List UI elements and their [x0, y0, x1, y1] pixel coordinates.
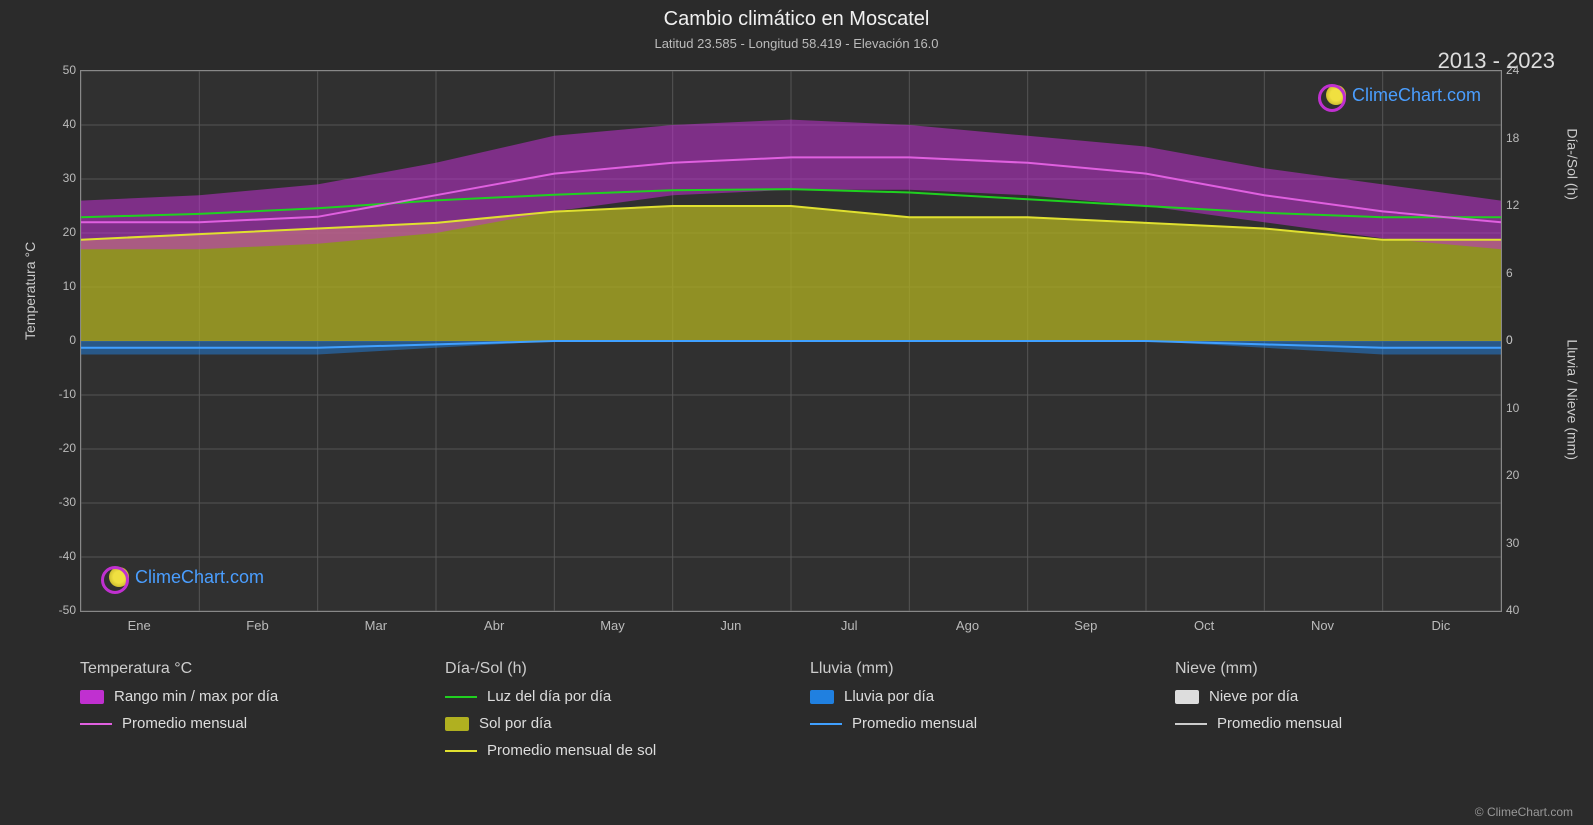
x-month-label: Dic [1431, 618, 1450, 633]
legend-col-rain: Lluvia (mm) Lluvia por día Promedio mensu… [810, 660, 1135, 769]
legend-item: Promedio mensual [1175, 715, 1500, 732]
watermark-bottom: ClimeChart.com [101, 563, 264, 591]
y2-bot-tick: 20 [1506, 468, 1519, 482]
legend-head: Lluvia (mm) [810, 660, 1135, 678]
legend-item: Rango min / max por día [80, 688, 405, 705]
legend-swatch [810, 723, 842, 725]
watermark-text: ClimeChart.com [1352, 85, 1481, 106]
legend-swatch [445, 750, 477, 752]
legend-label: Rango min / max por día [114, 688, 278, 705]
legend-items: Nieve por día Promedio mensual [1175, 688, 1500, 732]
legend-item: Promedio mensual [80, 715, 405, 732]
climate-chart: Cambio climático en Moscatel Latitud 23.… [0, 0, 1593, 825]
chart-title: Cambio climático en Moscatel [0, 8, 1593, 31]
copyright: © ClimeChart.com [1475, 805, 1573, 819]
legend-label: Promedio mensual de sol [487, 742, 656, 759]
legend-label: Lluvia por día [844, 688, 934, 705]
legend-swatch [1175, 723, 1207, 725]
legend-label: Promedio mensual [1217, 715, 1342, 732]
y-left-axis-label: Temperatura °C [22, 242, 38, 340]
legend-swatch [445, 717, 469, 731]
legend-head: Temperatura °C [80, 660, 405, 678]
y-right-top-axis-label: Día-/Sol (h) [1565, 128, 1581, 200]
y2-top-tick: 24 [1506, 63, 1519, 77]
y1-tick: 30 [50, 171, 76, 185]
plot-area: ClimeChart.com ClimeChart.com [80, 70, 1502, 612]
x-month-label: Oct [1194, 618, 1214, 633]
x-month-label: Sep [1074, 618, 1097, 633]
y-right-bottom-axis-label: Lluvia / Nieve (mm) [1565, 339, 1581, 460]
legend-swatch [445, 696, 477, 698]
legend-head: Nieve (mm) [1175, 660, 1500, 678]
y2-bot-tick: 0 [1506, 333, 1513, 347]
y1-tick: 10 [50, 279, 76, 293]
legend: Temperatura °C Rango min / max por día Pr… [80, 660, 1500, 769]
x-month-label: Abr [484, 618, 504, 633]
y1-tick: -20 [50, 441, 76, 455]
legend-col-temperature: Temperatura °C Rango min / max por día Pr… [80, 660, 405, 769]
x-month-label: Ene [128, 618, 151, 633]
x-month-label: Mar [365, 618, 387, 633]
x-month-label: Nov [1311, 618, 1334, 633]
x-month-label: Ago [956, 618, 979, 633]
y1-tick: -50 [50, 603, 76, 617]
chart-subtitle: Latitud 23.585 - Longitud 58.419 - Eleva… [0, 36, 1593, 51]
legend-label: Luz del día por día [487, 688, 611, 705]
y1-tick: 50 [50, 63, 76, 77]
legend-items: Rango min / max por día Promedio mensual [80, 688, 405, 732]
x-month-label: May [600, 618, 625, 633]
watermark-text: ClimeChart.com [135, 567, 264, 588]
legend-item: Promedio mensual de sol [445, 742, 770, 759]
legend-item: Luz del día por día [445, 688, 770, 705]
legend-swatch [80, 690, 104, 704]
x-month-label: Feb [246, 618, 268, 633]
climechart-logo-icon [1318, 81, 1346, 109]
legend-col-daysun: Día-/Sol (h) Luz del día por día Sol por … [445, 660, 770, 769]
plot-svg [81, 71, 1501, 611]
legend-item: Sol por día [445, 715, 770, 732]
legend-label: Nieve por día [1209, 688, 1298, 705]
y1-tick: -10 [50, 387, 76, 401]
legend-item: Lluvia por día [810, 688, 1135, 705]
y2-bot-tick: 10 [1506, 401, 1519, 415]
legend-swatch [810, 690, 834, 704]
legend-label: Sol por día [479, 715, 552, 732]
legend-item: Nieve por día [1175, 688, 1500, 705]
y2-top-tick: 12 [1506, 198, 1519, 212]
y1-tick: 0 [50, 333, 76, 347]
y2-top-tick: 6 [1506, 266, 1513, 280]
y1-tick: -40 [50, 549, 76, 563]
y1-tick: -30 [50, 495, 76, 509]
watermark-top: ClimeChart.com [1318, 81, 1481, 109]
y1-tick: 20 [50, 225, 76, 239]
x-month-label: Jun [720, 618, 741, 633]
y2-bot-tick: 30 [1506, 536, 1519, 550]
legend-swatch [80, 723, 112, 725]
legend-label: Promedio mensual [852, 715, 977, 732]
legend-col-snow: Nieve (mm) Nieve por día Promedio mensual [1175, 660, 1500, 769]
y2-bot-tick: 40 [1506, 603, 1519, 617]
legend-items: Luz del día por día Sol por día Promedio m… [445, 688, 770, 759]
legend-swatch [1175, 690, 1199, 704]
y1-tick: 40 [50, 117, 76, 131]
legend-head: Día-/Sol (h) [445, 660, 770, 678]
legend-items: Lluvia por día Promedio mensual [810, 688, 1135, 732]
legend-label: Promedio mensual [122, 715, 247, 732]
x-axis-labels: Ene Feb Mar Abr May Jun Jul Ago Sep Oct Nov Dic [80, 618, 1500, 638]
legend-item: Promedio mensual [810, 715, 1135, 732]
climechart-logo-icon [101, 563, 129, 591]
x-month-label: Jul [841, 618, 858, 633]
y2-top-tick: 18 [1506, 131, 1519, 145]
